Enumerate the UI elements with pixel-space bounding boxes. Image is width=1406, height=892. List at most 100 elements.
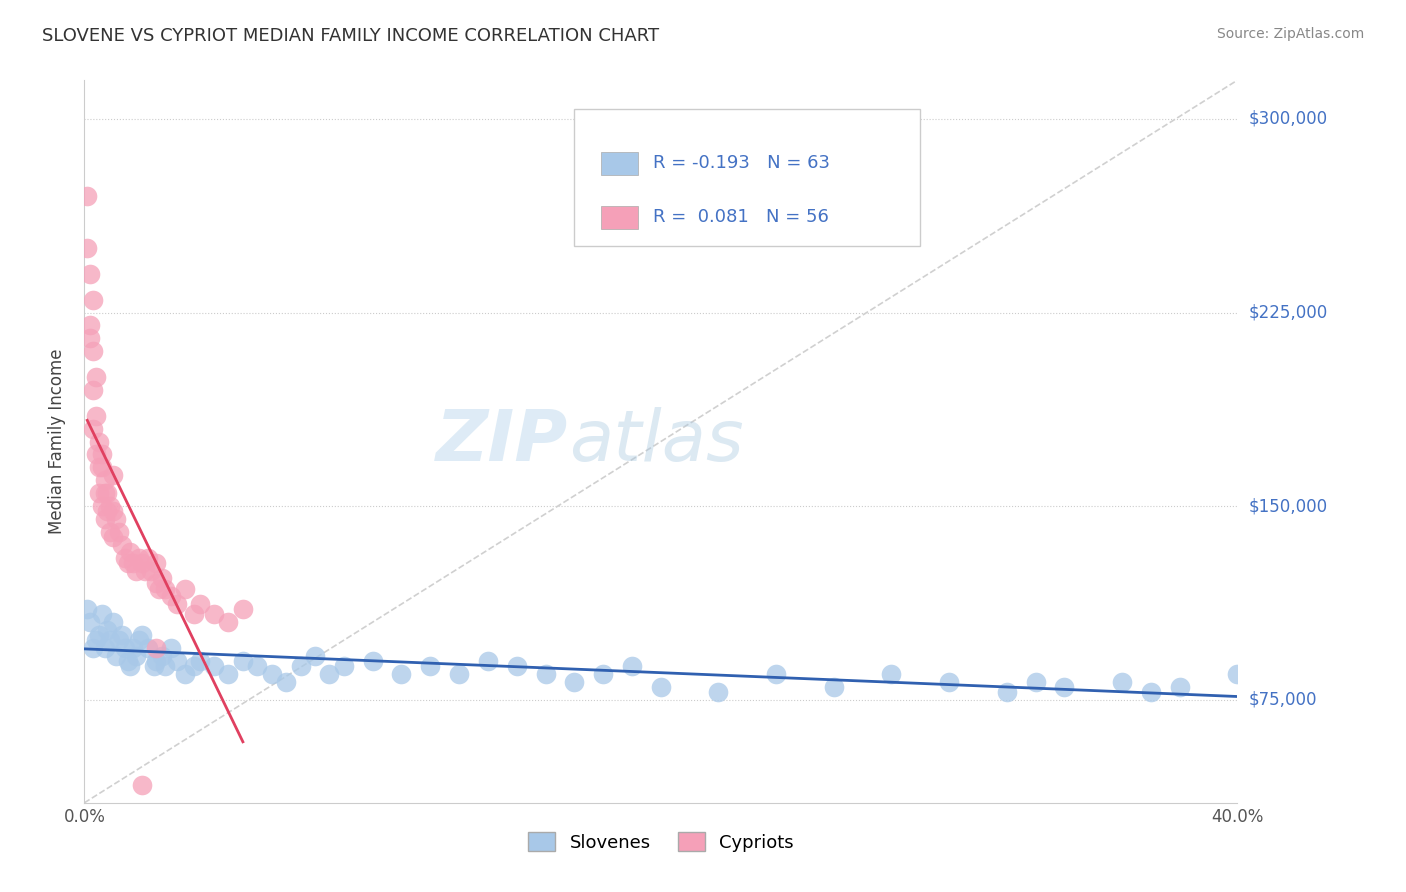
Point xyxy=(84,447,107,461)
Point xyxy=(276,674,298,689)
Point xyxy=(90,447,112,461)
Point xyxy=(1140,685,1163,699)
Point xyxy=(84,633,107,648)
Point xyxy=(76,189,98,203)
Text: R =  0.081   N = 56: R = 0.081 N = 56 xyxy=(652,208,828,227)
Point xyxy=(87,434,110,449)
Point xyxy=(218,666,240,681)
Legend: Slovenes, Cypriots: Slovenes, Cypriots xyxy=(520,825,801,859)
Point xyxy=(650,680,672,694)
Point xyxy=(103,468,124,483)
Point xyxy=(79,331,101,345)
Point xyxy=(290,659,312,673)
Point xyxy=(103,615,124,630)
Point xyxy=(131,628,153,642)
Point xyxy=(139,564,162,578)
Point xyxy=(564,674,586,689)
Point xyxy=(218,615,240,630)
Point xyxy=(117,556,139,570)
Point xyxy=(145,654,167,668)
Point xyxy=(621,659,644,673)
Point xyxy=(125,648,148,663)
Point xyxy=(98,633,121,648)
Text: ZIP: ZIP xyxy=(436,407,568,476)
Point xyxy=(120,545,142,559)
FancyBboxPatch shape xyxy=(575,109,921,246)
Point xyxy=(87,628,110,642)
Point xyxy=(188,654,211,668)
Point xyxy=(108,524,131,539)
Point xyxy=(880,666,903,681)
Point xyxy=(90,499,112,513)
FancyBboxPatch shape xyxy=(600,152,638,175)
Point xyxy=(1168,680,1191,694)
Point xyxy=(183,659,205,673)
Point xyxy=(1025,674,1047,689)
Point xyxy=(96,486,118,500)
Point xyxy=(93,640,115,655)
Point xyxy=(534,666,557,681)
Point xyxy=(84,370,107,384)
Point xyxy=(111,538,134,552)
Point xyxy=(108,633,131,648)
Point xyxy=(84,409,107,423)
Point xyxy=(111,628,134,642)
Point xyxy=(260,666,283,681)
Text: SLOVENE VS CYPRIOT MEDIAN FAMILY INCOME CORRELATION CHART: SLOVENE VS CYPRIOT MEDIAN FAMILY INCOME … xyxy=(42,27,659,45)
Point xyxy=(125,564,148,578)
Point xyxy=(82,344,104,359)
Point xyxy=(592,666,614,681)
FancyBboxPatch shape xyxy=(600,205,638,228)
Point xyxy=(202,659,225,673)
Point xyxy=(131,778,153,792)
Point xyxy=(122,640,145,655)
Point xyxy=(93,486,115,500)
Point xyxy=(134,564,156,578)
Point xyxy=(76,241,98,255)
Point xyxy=(148,582,170,596)
Point xyxy=(232,602,254,616)
Point xyxy=(174,666,197,681)
Point xyxy=(82,640,104,655)
Point xyxy=(96,504,118,518)
Point xyxy=(1111,674,1133,689)
Text: R = -0.193   N = 63: R = -0.193 N = 63 xyxy=(652,154,830,172)
Point xyxy=(82,293,104,307)
Point xyxy=(90,607,112,622)
Point xyxy=(145,640,167,655)
Point xyxy=(79,267,101,281)
Point xyxy=(76,602,98,616)
Text: $150,000: $150,000 xyxy=(1249,497,1327,515)
Point xyxy=(449,666,471,681)
Point xyxy=(105,512,128,526)
Point xyxy=(82,422,104,436)
Point xyxy=(333,659,356,673)
Point xyxy=(82,383,104,397)
Point xyxy=(105,648,128,663)
Text: $300,000: $300,000 xyxy=(1249,110,1327,128)
Point xyxy=(153,659,176,673)
Point xyxy=(87,460,110,475)
Point xyxy=(117,654,139,668)
Point xyxy=(160,590,183,604)
Point xyxy=(995,685,1018,699)
Point xyxy=(304,648,326,663)
Point xyxy=(120,659,142,673)
Point xyxy=(150,571,173,585)
Point xyxy=(90,460,112,475)
Point xyxy=(131,556,153,570)
Point xyxy=(477,654,499,668)
Point xyxy=(166,654,188,668)
Point xyxy=(1053,680,1076,694)
Y-axis label: Median Family Income: Median Family Income xyxy=(48,349,66,534)
Point xyxy=(114,640,136,655)
Point xyxy=(145,576,167,591)
Text: atlas: atlas xyxy=(568,407,744,476)
Point xyxy=(391,666,413,681)
Point xyxy=(202,607,225,622)
Point xyxy=(136,550,159,565)
Point xyxy=(174,582,197,596)
Point xyxy=(153,582,176,596)
Point xyxy=(122,556,145,570)
Point xyxy=(765,666,787,681)
